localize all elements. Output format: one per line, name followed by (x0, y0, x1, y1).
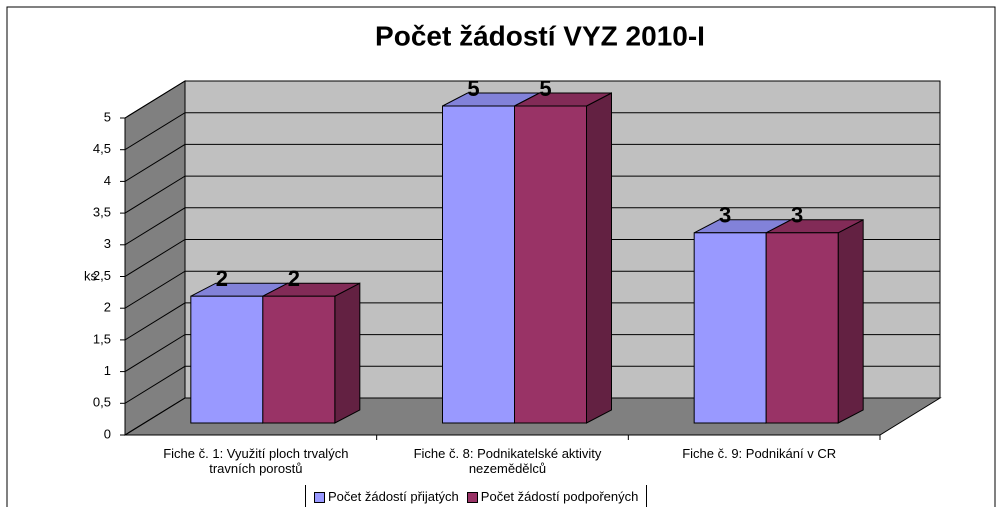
legend-label: Počet žádostí přijatých (328, 488, 459, 504)
grid-line (124, 143, 940, 182)
x-tick-label: Fiche č. 9: Podnikání v CR (682, 446, 837, 461)
legend-swatch (314, 491, 325, 503)
grid-line (124, 207, 940, 246)
legend-item: Počet žádostí podpořených (466, 488, 639, 504)
data-label: 2 (216, 266, 228, 291)
grid-line (124, 175, 940, 214)
legend-swatch (466, 491, 478, 503)
bar (442, 105, 515, 424)
legend-item: Počet žádostí přijatých (314, 489, 459, 504)
data-label: 3 (719, 203, 731, 228)
legend-label: Počet žádostí podpořených (480, 488, 639, 504)
chart-title: Počet žádostí VYZ 2010-I (375, 20, 705, 51)
y-tick-label: 0,5 (93, 395, 111, 410)
bar (262, 295, 336, 424)
y-tick-label: 1 (104, 363, 111, 378)
x-tick-label: Fiche č. 1: Využití ploch trvalých travn… (163, 446, 349, 476)
grid-line (124, 397, 940, 436)
grid-line (124, 365, 940, 404)
y-tick-label: 4 (104, 173, 111, 188)
bar (190, 295, 264, 424)
grid-line (124, 270, 940, 309)
y-tick-label: 5 (104, 109, 111, 124)
bar (514, 105, 587, 424)
data-label: 5 (467, 76, 479, 101)
data-label: 2 (288, 266, 300, 291)
bar-side (586, 92, 612, 424)
bar (765, 232, 839, 424)
data-label: 5 (539, 76, 551, 101)
x-tick-label: Fiche č. 8: Podnikatelské aktivity nezem… (413, 446, 602, 476)
legend: Počet žádostí přijatých Počet žádostí pod… (305, 485, 648, 507)
y-tick-label: 2 (104, 300, 111, 315)
y-tick-label: 3,5 (93, 205, 111, 220)
y-tick-label: 1,5 (93, 331, 111, 346)
grid-line (124, 80, 940, 119)
y-axis-label: ks (84, 268, 98, 283)
grid-line (124, 302, 940, 341)
y-tick-label: 0 (104, 426, 111, 441)
bar (693, 232, 767, 424)
grid-line (124, 239, 940, 277)
y-tick-label: 4,5 (93, 141, 111, 156)
y-tick-label: 3 (104, 236, 111, 251)
bar-side (837, 218, 864, 424)
y-tick-label: 2,5 (93, 268, 111, 283)
grid-line (124, 334, 940, 373)
grid-line (124, 112, 940, 151)
data-label: 3 (791, 203, 803, 228)
bar-side (334, 282, 361, 424)
